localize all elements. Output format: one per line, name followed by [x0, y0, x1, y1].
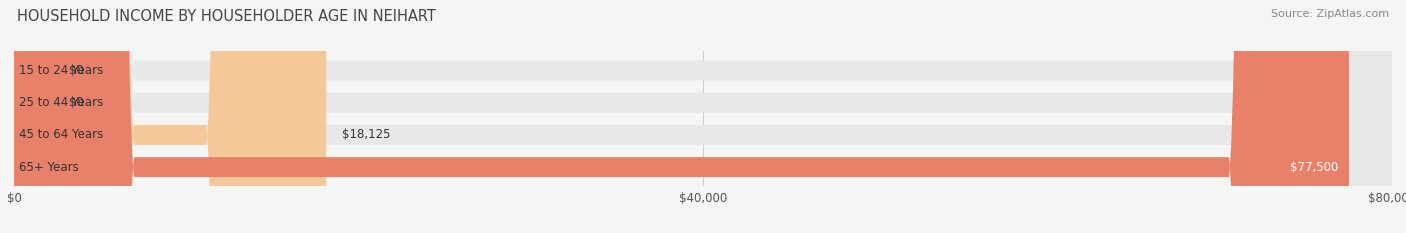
Text: 65+ Years: 65+ Years [20, 161, 79, 174]
FancyBboxPatch shape [14, 0, 55, 233]
Text: $77,500: $77,500 [1291, 161, 1339, 174]
FancyBboxPatch shape [14, 0, 1392, 233]
Text: $18,125: $18,125 [342, 128, 391, 141]
Text: 15 to 24 Years: 15 to 24 Years [20, 64, 104, 77]
Text: 45 to 64 Years: 45 to 64 Years [20, 128, 104, 141]
FancyBboxPatch shape [14, 0, 326, 233]
Text: HOUSEHOLD INCOME BY HOUSEHOLDER AGE IN NEIHART: HOUSEHOLD INCOME BY HOUSEHOLDER AGE IN N… [17, 9, 436, 24]
FancyBboxPatch shape [14, 0, 55, 233]
Text: $0: $0 [69, 96, 84, 109]
FancyBboxPatch shape [14, 0, 1392, 233]
Text: 25 to 44 Years: 25 to 44 Years [20, 96, 104, 109]
FancyBboxPatch shape [14, 0, 1392, 233]
Text: $0: $0 [69, 64, 84, 77]
Text: Source: ZipAtlas.com: Source: ZipAtlas.com [1271, 9, 1389, 19]
FancyBboxPatch shape [14, 0, 1348, 233]
FancyBboxPatch shape [14, 0, 1392, 233]
